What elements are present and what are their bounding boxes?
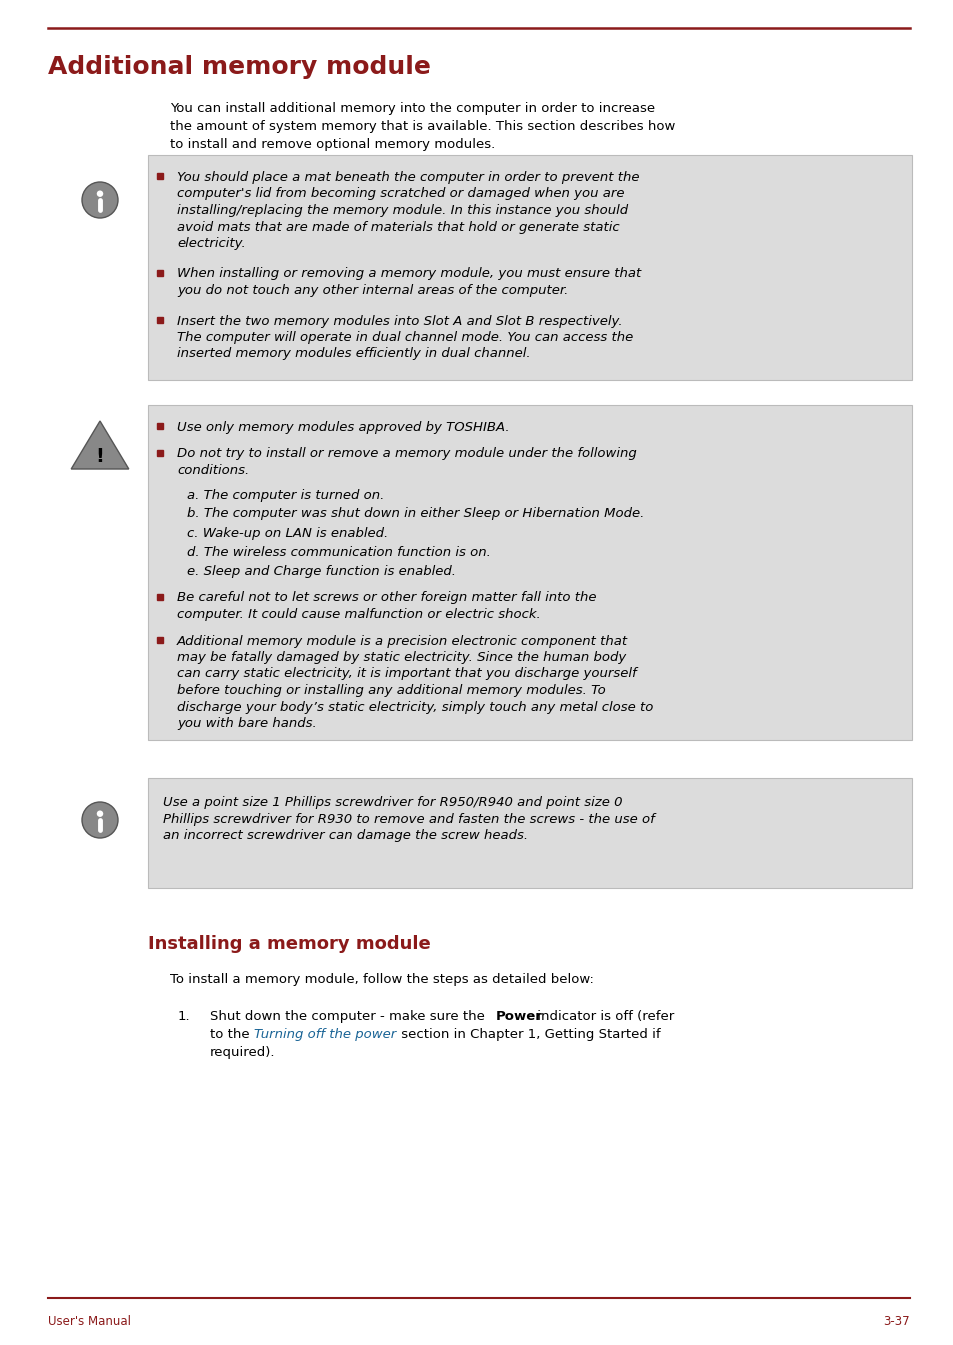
Text: Use a point size 1 Phillips screwdriver for R950/R940 and point size 0: Use a point size 1 Phillips screwdriver … <box>163 796 622 808</box>
Text: c. Wake-up on LAN is enabled.: c. Wake-up on LAN is enabled. <box>187 526 388 539</box>
Text: a. The computer is turned on.: a. The computer is turned on. <box>187 488 384 502</box>
Text: you with bare hands.: you with bare hands. <box>177 717 316 730</box>
Text: inserted memory modules efficiently in dual channel.: inserted memory modules efficiently in d… <box>177 347 530 360</box>
Circle shape <box>96 811 103 816</box>
Text: Additional memory module: Additional memory module <box>48 55 431 79</box>
Text: 3-37: 3-37 <box>882 1315 909 1328</box>
Text: electricity.: electricity. <box>177 237 246 250</box>
Circle shape <box>82 182 118 218</box>
Text: Additional memory module is a precision electronic component that: Additional memory module is a precision … <box>177 635 627 647</box>
Text: b. The computer was shut down in either Sleep or Hibernation Mode.: b. The computer was shut down in either … <box>187 507 643 521</box>
Text: you do not touch any other internal areas of the computer.: you do not touch any other internal area… <box>177 284 568 297</box>
Text: to the: to the <box>210 1028 253 1041</box>
Text: computer's lid from becoming scratched or damaged when you are: computer's lid from becoming scratched o… <box>177 187 624 200</box>
Text: Turning off the power: Turning off the power <box>253 1028 395 1041</box>
Text: User's Manual: User's Manual <box>48 1315 131 1328</box>
Text: Use only memory modules approved by TOSHIBA.: Use only memory modules approved by TOSH… <box>177 421 509 434</box>
Text: the amount of system memory that is available. This section describes how: the amount of system memory that is avai… <box>170 120 675 133</box>
Text: computer. It could cause malfunction or electric shock.: computer. It could cause malfunction or … <box>177 608 540 621</box>
Polygon shape <box>71 421 129 469</box>
Text: d. The wireless communication function is on.: d. The wireless communication function i… <box>187 546 491 558</box>
Text: Installing a memory module: Installing a memory module <box>148 935 431 954</box>
Text: e. Sleep and Charge function is enabled.: e. Sleep and Charge function is enabled. <box>187 565 456 577</box>
Text: Do not try to install or remove a memory module under the following: Do not try to install or remove a memory… <box>177 448 636 460</box>
Text: Phillips screwdriver for R930 to remove and fasten the screws - the use of: Phillips screwdriver for R930 to remove … <box>163 812 654 826</box>
Text: You can install additional memory into the computer in order to increase: You can install additional memory into t… <box>170 102 655 116</box>
Circle shape <box>96 191 103 196</box>
Text: an incorrect screwdriver can damage the screw heads.: an incorrect screwdriver can damage the … <box>163 829 528 842</box>
Text: required).: required). <box>210 1046 275 1059</box>
Text: section in Chapter 1, Getting Started if: section in Chapter 1, Getting Started if <box>396 1028 659 1041</box>
Text: before touching or installing any additional memory modules. To: before touching or installing any additi… <box>177 685 605 697</box>
FancyBboxPatch shape <box>148 155 911 381</box>
Text: Be careful not to let screws or other foreign matter fall into the: Be careful not to let screws or other fo… <box>177 592 596 604</box>
Text: may be fatally damaged by static electricity. Since the human body: may be fatally damaged by static electri… <box>177 651 625 664</box>
Text: Power: Power <box>496 1010 542 1024</box>
FancyBboxPatch shape <box>148 405 911 740</box>
Text: The computer will operate in dual channel mode. You can access the: The computer will operate in dual channe… <box>177 331 633 344</box>
Text: conditions.: conditions. <box>177 464 249 477</box>
Text: indicator is off (refer: indicator is off (refer <box>533 1010 674 1024</box>
Text: To install a memory module, follow the steps as detailed below:: To install a memory module, follow the s… <box>170 972 594 986</box>
Text: discharge your body’s static electricity, simply touch any metal close to: discharge your body’s static electricity… <box>177 701 653 713</box>
Text: !: ! <box>95 447 104 465</box>
Text: to install and remove optional memory modules.: to install and remove optional memory mo… <box>170 139 495 151</box>
Text: can carry static electricity, it is important that you discharge yourself: can carry static electricity, it is impo… <box>177 667 636 681</box>
Circle shape <box>82 802 118 838</box>
Text: You should place a mat beneath the computer in order to prevent the: You should place a mat beneath the compu… <box>177 171 639 184</box>
Text: When installing or removing a memory module, you must ensure that: When installing or removing a memory mod… <box>177 268 640 281</box>
Text: 1.: 1. <box>178 1010 191 1024</box>
Text: installing/replacing the memory module. In this instance you should: installing/replacing the memory module. … <box>177 204 627 217</box>
FancyBboxPatch shape <box>148 777 911 888</box>
Text: avoid mats that are made of materials that hold or generate static: avoid mats that are made of materials th… <box>177 221 619 234</box>
Text: Shut down the computer - make sure the: Shut down the computer - make sure the <box>210 1010 489 1024</box>
Text: Insert the two memory modules into Slot A and Slot B respectively.: Insert the two memory modules into Slot … <box>177 315 622 327</box>
